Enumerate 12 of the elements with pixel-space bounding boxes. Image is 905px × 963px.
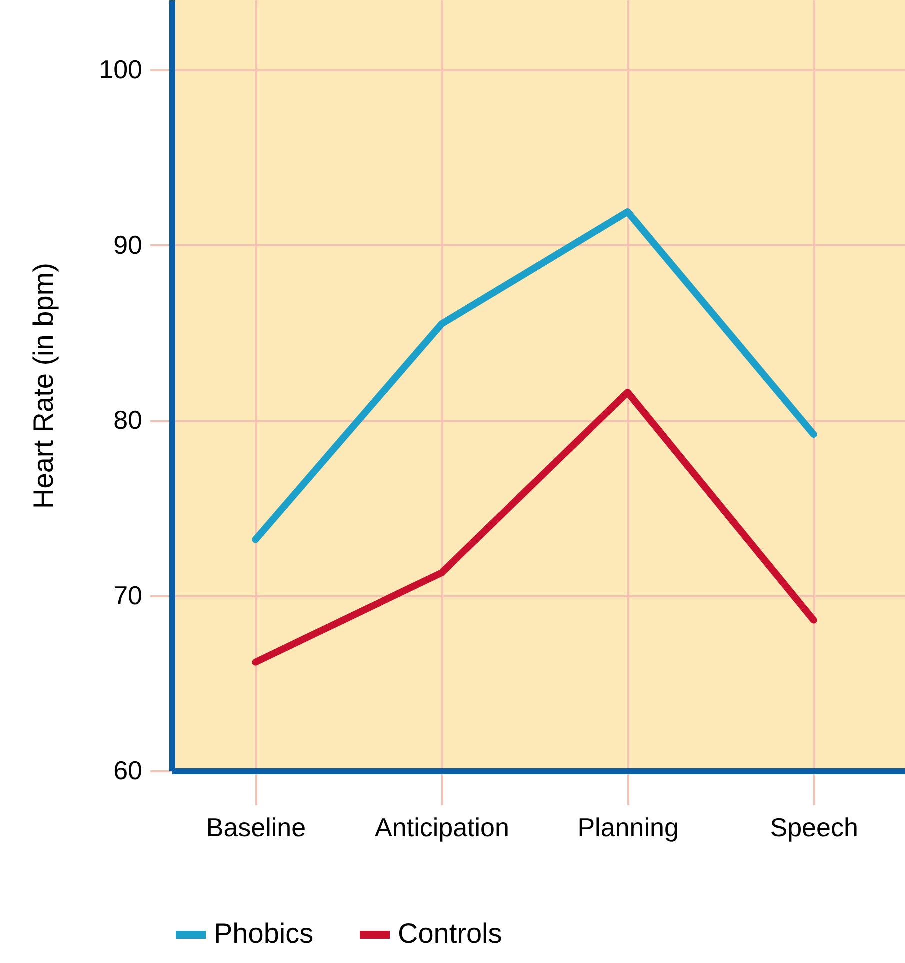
y-tick-label: 70 [114,580,142,610]
x-tick-label: Anticipation [375,812,510,842]
y-tick-label: 100 [99,54,142,85]
legend-label: Controls [398,918,502,949]
legend-label: Phobics [214,918,314,949]
x-tick-label: Planning [578,812,679,842]
x-tick-label: Speech [770,812,858,842]
y-tick-label: 60 [114,756,142,786]
x-tick-label: Baseline [206,812,306,842]
y-axis-title: Heart Rate (in bpm) [28,263,60,509]
y-tick-label: 90 [114,230,142,260]
y-tick-label: 80 [114,405,142,436]
